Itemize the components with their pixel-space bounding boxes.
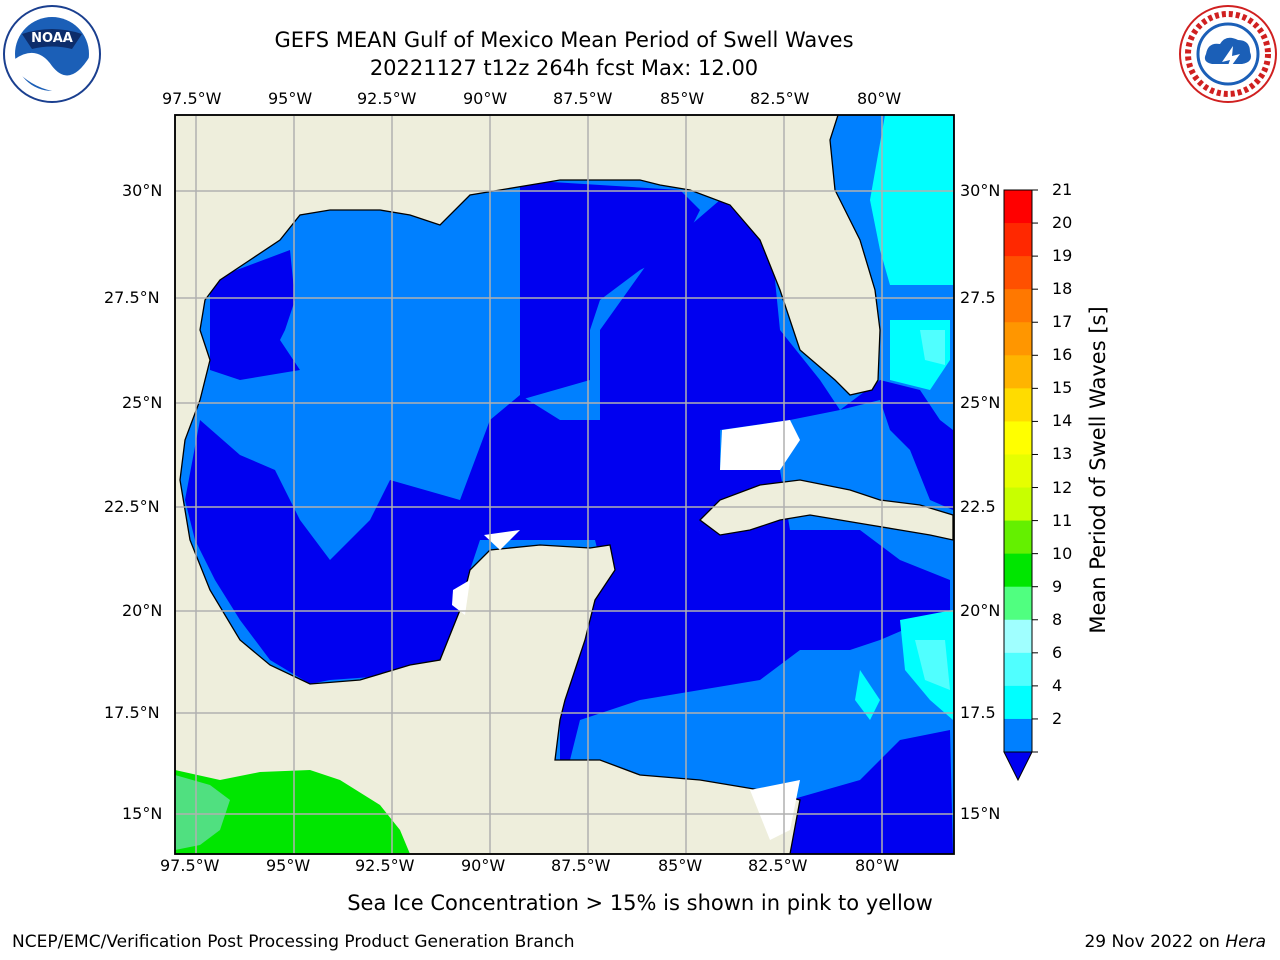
colorbar-tick-label: 18 (1052, 279, 1073, 299)
colorbar-frame (1003, 189, 1033, 753)
lon-label-top: 92.5°W (357, 89, 417, 108)
colorbar-tick-label: 2 (1052, 708, 1063, 728)
colorbar-segment (1004, 718, 1032, 753)
pacific-swell-region (175, 770, 410, 854)
noaa-logo-icon: NOAA (3, 5, 101, 103)
colorbar-tick-label: 12 (1052, 477, 1073, 497)
lon-label-bottom: 97.5°W (160, 856, 220, 875)
lat-label-left: 30°N (122, 181, 163, 200)
colorbar-segment (1004, 388, 1032, 422)
lat-label-left: 22.5°N (104, 497, 160, 516)
lon-label-top: 80°W (857, 89, 902, 108)
lon-label-bottom: 87.5°W (551, 856, 611, 875)
lon-label-top: 97.5°W (162, 89, 222, 108)
lat-label-left: 17.5°N (104, 703, 160, 722)
lat-label-left: 27.5°N (104, 288, 160, 307)
colorbar-segment (1004, 520, 1032, 555)
map-title: GEFS MEAN Gulf of Mexico Mean Period of … (274, 28, 854, 52)
colorbar-segment (1004, 652, 1032, 687)
lat-label-right: 20°N (960, 601, 1001, 620)
footer-organization: NCEP/EMC/Verification Post Processing Pr… (12, 932, 575, 952)
colorbar-segment (1004, 190, 1032, 224)
colorbar-segment (1004, 289, 1032, 323)
lat-label-right: 27.5 (960, 288, 996, 307)
colorbar-tick-label: 13 (1052, 444, 1073, 464)
lat-label-right: 25°N (960, 393, 1001, 412)
colorbar-segment (1004, 223, 1032, 257)
lon-label-bottom: 92.5°W (355, 856, 415, 875)
no-data-patches (452, 420, 800, 840)
noaa-logo-text: NOAA (31, 31, 73, 46)
colorbar-tick-label: 9 (1052, 576, 1063, 596)
colorbar-extend-arrow (1003, 751, 1033, 782)
colorbar-tick-label: 6 (1052, 642, 1063, 662)
colorbar-tick-label: 4 (1052, 675, 1063, 695)
period-4-6-regions (855, 115, 953, 720)
colorbar-tick-label: 11 (1052, 510, 1073, 530)
lat-label-left: 25°N (122, 393, 163, 412)
footer-date: 29 Nov 2022 on Hera (1084, 932, 1266, 952)
lon-label-bottom: 80°W (855, 856, 900, 875)
colorbar-label: Mean Period of Swell Waves [s] (1086, 306, 1110, 634)
colorbar-tick-label: 20 (1052, 213, 1073, 233)
lon-label-bottom: 85°W (658, 856, 703, 875)
lon-label-bottom: 82.5°W (748, 856, 808, 875)
lat-label-right: 30°N (960, 181, 1001, 200)
colorbar-tick-label: 16 (1052, 345, 1073, 365)
colorbar-segment (1004, 586, 1032, 621)
lat-label-left: 20°N (122, 601, 163, 620)
colorbar-segment (1004, 421, 1032, 455)
map-frame (174, 114, 955, 855)
colorbar-segment (1004, 355, 1032, 389)
colorbar-tick-label: 17 (1052, 312, 1073, 332)
colorbar-tick-label: 14 (1052, 411, 1073, 431)
sea-ice-note: Sea Ice Concentration > 15% is shown in … (347, 891, 933, 915)
lon-label-bottom: 95°W (266, 856, 311, 875)
graticule (175, 115, 954, 854)
lon-label-bottom: 90°W (461, 856, 506, 875)
lon-label-top: 90°W (463, 89, 508, 108)
lat-label-right: 22.5 (960, 497, 996, 516)
colorbar-segment (1004, 619, 1032, 654)
colorbar-tick-label: 8 (1052, 609, 1063, 629)
colorbar-segment (1004, 487, 1032, 522)
colorbar-segment (1004, 685, 1032, 720)
lat-label-left: 15°N (122, 804, 163, 823)
lon-label-top: 87.5°W (553, 89, 613, 108)
colorbar-segment (1004, 454, 1032, 489)
lon-label-top: 95°W (268, 89, 313, 108)
colorbar (1003, 189, 1038, 782)
lat-label-right: 15°N (960, 804, 1001, 823)
colorbar-segment (1004, 553, 1032, 588)
lon-label-top: 82.5°W (750, 89, 810, 108)
colorbar-tick-label: 10 (1052, 543, 1073, 563)
colorbar-segment (1004, 322, 1032, 356)
lat-label-right: 17.5 (960, 703, 996, 722)
colorbar-tick-label: 21 (1052, 180, 1073, 199)
colorbar-tick-label: 15 (1052, 378, 1073, 398)
lon-label-top: 85°W (660, 89, 705, 108)
period-6-8-regions (915, 330, 950, 690)
nws-logo-icon (1179, 5, 1277, 103)
map-subtitle: 20221127 t12z 264h fcst Max: 12.00 (369, 56, 759, 80)
colorbar-tick-label: 19 (1052, 246, 1073, 266)
footer-machine: Hera (1225, 932, 1266, 952)
footer-date-text: 29 Nov 2022 on (1084, 932, 1226, 952)
colorbar-segment (1004, 256, 1032, 290)
